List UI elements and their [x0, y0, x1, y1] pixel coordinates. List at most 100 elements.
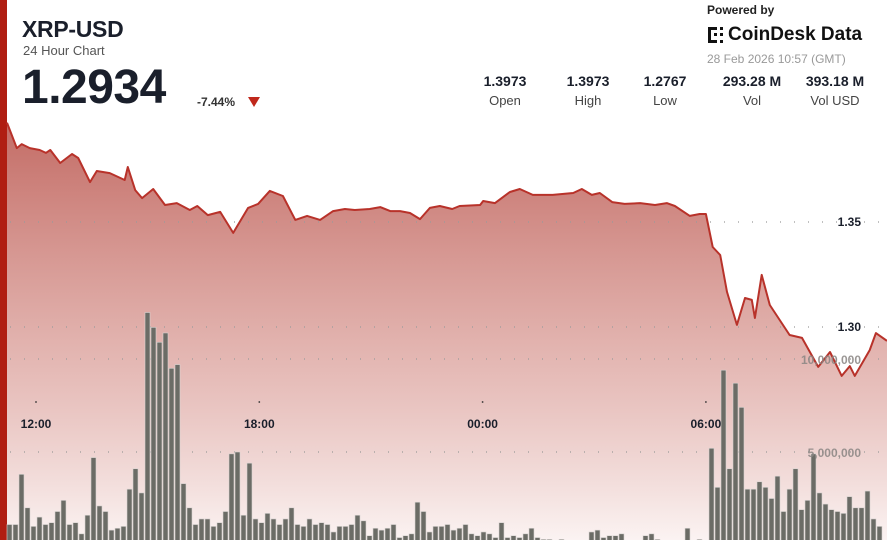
- volume-bar: [216, 522, 223, 540]
- stat-label: High: [574, 93, 602, 108]
- volume-bar: [462, 524, 469, 540]
- volume-bar: [156, 341, 163, 540]
- volume-bar: [258, 522, 265, 540]
- volume-bar: [606, 535, 613, 540]
- stat-value: 393.18 M: [805, 73, 865, 89]
- x-tick-mark: [258, 401, 261, 403]
- volume-bar: [174, 364, 181, 540]
- volume-bar: [474, 535, 481, 540]
- volume-bar: [870, 518, 877, 540]
- volume-bar: [252, 518, 259, 540]
- volume-bar: [780, 511, 787, 540]
- volume-bar: [828, 509, 835, 540]
- chart-subtitle: 24 Hour Chart: [23, 43, 105, 58]
- volume-bar: [450, 529, 457, 540]
- stat-label: Open: [489, 93, 521, 108]
- volume-bar: [234, 451, 241, 540]
- price-change: -7.44%: [197, 95, 236, 109]
- volume-bar: [738, 407, 745, 540]
- volume-bar: [648, 533, 655, 540]
- powered-by: Powered by: [707, 3, 775, 17]
- volume-bar: [204, 518, 211, 540]
- volume-bar: [408, 533, 415, 540]
- volume-bar: [810, 453, 817, 540]
- volume-bar: [822, 503, 829, 540]
- volume-bar: [378, 529, 385, 540]
- volume-bar: [684, 527, 691, 540]
- volume-bar: [864, 490, 871, 540]
- volume-bar: [510, 535, 517, 540]
- volume-bar: [750, 488, 757, 540]
- volume-bar: [774, 475, 781, 540]
- stat-vol-usd: 393.18 M Vol USD: [790, 73, 880, 108]
- volume-bar: [642, 535, 649, 540]
- volume-bar: [732, 382, 739, 540]
- volume-bar: [192, 524, 199, 540]
- volume-bar: [858, 507, 865, 540]
- volume-bar: [42, 524, 49, 540]
- volume-bar: [336, 526, 343, 540]
- volume-bar: [804, 500, 811, 540]
- stat-value: 1.3973: [566, 73, 610, 89]
- volume-bar: [744, 488, 751, 540]
- volume-bar: [90, 457, 97, 540]
- stat-label: Vol USD: [810, 93, 860, 108]
- volume-bar: [150, 327, 157, 540]
- price-tick-label: 1.35: [838, 215, 862, 229]
- volume-bar: [600, 537, 607, 540]
- volume-bar: [246, 462, 253, 540]
- volume-bar: [786, 488, 793, 540]
- volume-bar: [96, 505, 103, 540]
- volume-bar: [708, 447, 715, 540]
- volume-bar: [486, 533, 493, 540]
- volume-bar: [414, 501, 421, 540]
- volume-bar: [402, 535, 409, 540]
- volume-bar: [30, 526, 37, 540]
- coindesk-mark-icon: [708, 27, 723, 43]
- stat-value: 1.3973: [483, 73, 527, 89]
- volume-bar: [264, 513, 271, 540]
- volume-bar: [66, 524, 73, 540]
- volume-bar: [276, 524, 283, 540]
- timestamp: 28 Feb 2026 10:57 (GMT): [707, 52, 846, 66]
- volume-bar: [816, 492, 823, 540]
- volume-bar: [120, 526, 127, 540]
- price-area-fill: [7, 122, 887, 540]
- volume-bar: [504, 537, 511, 540]
- volume-bar: [300, 526, 307, 540]
- volume-bar: [348, 524, 355, 540]
- volume-bar: [222, 511, 229, 540]
- volume-bar: [228, 453, 235, 540]
- volume-bar: [426, 531, 433, 540]
- volume-bar: [798, 509, 805, 540]
- x-tick-label: 18:00: [244, 417, 275, 431]
- volume-bar: [444, 524, 451, 540]
- volume-bar: [726, 468, 733, 540]
- volume-bar: [468, 533, 475, 540]
- volume-bar: [306, 518, 313, 540]
- volume-bar: [366, 535, 373, 540]
- volume-bar: [210, 526, 217, 540]
- volume-bar: [240, 514, 247, 540]
- volume-bar: [762, 487, 769, 540]
- volume-bar: [180, 483, 187, 540]
- x-tick-label: 00:00: [467, 417, 498, 431]
- volume-bar: [618, 533, 625, 540]
- x-tick-label: 12:00: [21, 417, 52, 431]
- volume-bar: [282, 518, 289, 540]
- volume-bar: [198, 518, 205, 540]
- volume-bar: [714, 487, 721, 540]
- volume-bar: [330, 531, 337, 540]
- symbol-title: XRP-USD: [22, 16, 124, 42]
- volume-bar: [288, 507, 295, 540]
- volume-bar: [54, 511, 61, 540]
- stat-high: 1.3973 High: [543, 73, 633, 108]
- volume-bar: [24, 507, 31, 540]
- volume-bar: [834, 511, 841, 540]
- price-line: [6, 122, 887, 377]
- current-price: 1.2934: [22, 61, 166, 114]
- volume-bar: [294, 524, 301, 540]
- x-tick-mark: [481, 401, 484, 403]
- stat-value: 293.28 M: [722, 73, 782, 89]
- volume-bar: [588, 531, 595, 540]
